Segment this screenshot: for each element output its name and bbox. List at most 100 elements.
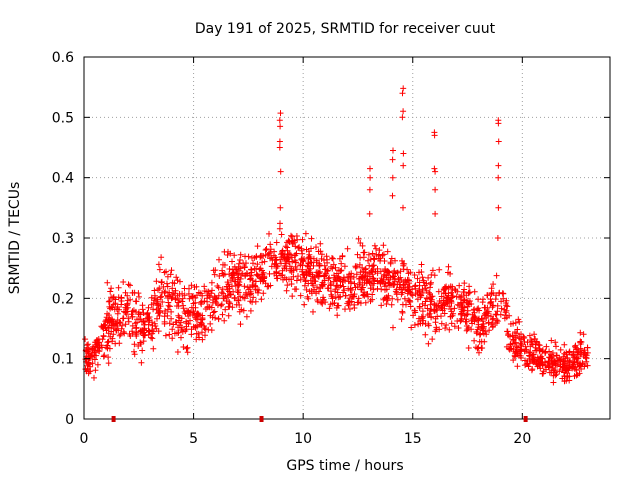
data-point [475, 305, 482, 312]
data-point [494, 235, 501, 241]
data-point [207, 320, 214, 327]
data-point [276, 225, 283, 232]
data-point [470, 307, 477, 314]
data-point [382, 286, 388, 293]
data-point [369, 250, 376, 257]
data-point [347, 287, 354, 293]
data-point [309, 271, 316, 278]
data-point [173, 274, 180, 281]
data-point [490, 281, 497, 288]
data-point [139, 327, 146, 334]
data-point [500, 295, 507, 302]
data-point [273, 239, 280, 246]
data-point [201, 298, 208, 305]
data-point [169, 285, 176, 292]
data-point [237, 293, 244, 300]
data-point [157, 294, 164, 301]
data-point [495, 138, 502, 145]
data-point [366, 186, 373, 193]
data-point [157, 303, 164, 310]
data-point [387, 274, 394, 281]
data-point [185, 308, 192, 315]
data-point [314, 284, 320, 291]
data-point [187, 317, 193, 324]
data-point [425, 274, 432, 281]
data-point [332, 264, 339, 271]
data-point [164, 280, 170, 287]
data-point [514, 363, 521, 370]
data-point [150, 345, 157, 352]
data-point [243, 313, 250, 320]
data-point [427, 295, 434, 302]
data-point [362, 265, 369, 272]
data-point [517, 352, 524, 359]
data-point [363, 277, 370, 284]
data-point [482, 328, 489, 335]
data-point [288, 265, 295, 272]
data-point [139, 347, 146, 354]
data-point [436, 266, 443, 273]
data-point [419, 308, 426, 315]
data-point [340, 283, 347, 290]
data-point [216, 273, 223, 279]
data-point [197, 299, 204, 306]
data-point [390, 147, 396, 154]
data-point [107, 288, 114, 295]
data-gap-marker [523, 416, 528, 422]
data-point [238, 306, 245, 313]
data-point [266, 230, 272, 237]
grid-lines [84, 57, 610, 419]
data-point [263, 246, 270, 252]
data-point [262, 247, 269, 253]
data-point [493, 272, 500, 279]
data-point [278, 260, 284, 267]
data-point [577, 339, 584, 346]
data-point [481, 304, 488, 311]
data-point [158, 293, 165, 300]
data-point [455, 325, 462, 331]
data-point [411, 322, 418, 328]
data-point [256, 266, 263, 273]
data-point [186, 295, 193, 302]
data-point [468, 317, 475, 324]
x-tick-label: 0 [80, 431, 89, 447]
data-point [338, 267, 345, 274]
data-point [105, 360, 112, 367]
data-point [297, 292, 304, 299]
data-point [129, 289, 136, 296]
data-point [469, 311, 476, 318]
data-point [317, 240, 324, 247]
data-point [308, 259, 315, 266]
data-point [376, 247, 383, 254]
data-point [105, 298, 112, 305]
data-point [353, 271, 360, 278]
data-point [566, 377, 573, 384]
data-point [257, 278, 264, 285]
data-point [169, 335, 176, 342]
data-point [466, 283, 473, 290]
data-point [84, 342, 90, 349]
data-point [276, 117, 283, 124]
data-point [286, 259, 293, 265]
data-point [233, 266, 240, 273]
data-point [218, 302, 224, 309]
data-point [258, 296, 265, 303]
data-point [366, 273, 373, 280]
data-point [166, 331, 173, 338]
data-point [166, 289, 173, 296]
data-point [433, 324, 440, 331]
data-point [438, 300, 444, 306]
data-point [367, 285, 374, 292]
data-point [389, 281, 396, 288]
data-point [316, 288, 322, 295]
data-point [174, 349, 181, 355]
data-point [579, 360, 586, 367]
data-point [253, 271, 260, 278]
data-point [129, 322, 136, 329]
data-point [364, 276, 371, 283]
data-point [316, 270, 323, 277]
data-point [552, 367, 559, 373]
data-point [146, 317, 153, 324]
data-point [389, 192, 396, 199]
data-point [312, 278, 319, 285]
